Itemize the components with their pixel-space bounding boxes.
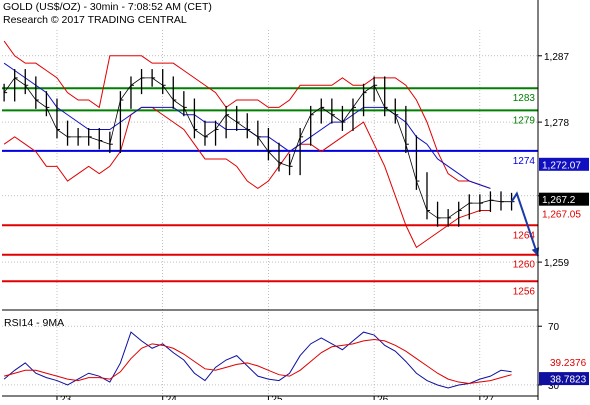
value-badge [538,206,590,221]
level-label: 1256 [513,286,536,297]
value-badge-label: 1,267.05 [542,209,581,220]
x-tick-label: 26 [377,394,389,400]
rsi-title: RSI14 - 9MA [4,317,64,329]
y-tick-label: 1,278 [544,118,569,129]
x-tick-label: 27 [483,394,495,400]
level-label: 1264 [513,230,536,241]
rsi-value-badge-label: 39.2376 [550,358,587,369]
x-tick-label: 25 [271,394,283,400]
rsi-y-tick-label: 70 [548,322,560,333]
value-badge-label: 1,272.07 [542,160,581,171]
level-label: 1283 [513,93,536,104]
chart-title: GOLD (US$/OZ) - 30min - 7:08:52 AM (CET) [3,1,212,13]
price-line [3,77,512,219]
bollinger-lower-line [3,106,491,249]
y-tick-label: 1,287 [544,52,569,63]
level-label: 1279 [513,115,536,126]
x-tick-label: 24 [166,394,178,400]
projection-arrow-line [510,191,539,257]
value-badge-label: 1,267.2 [542,195,576,206]
x-tick-label: 23 [60,394,72,400]
value-badge [539,157,589,171]
rsi-value-badge-label: 38.7823 [550,375,587,386]
rsi-value-badge [539,372,589,386]
rsi-ma-line [3,338,512,385]
value-badge [539,192,589,206]
rsi-value-badge [539,355,589,369]
level-label: 1274 [513,156,536,167]
chart-subtitle: Research © 2017 TRADING CENTRAL [3,14,187,26]
y-tick-label: 1,259 [544,258,569,269]
rsi-y-tick-label: 30 [548,381,560,392]
level-label: 1260 [513,260,536,271]
projection-arrow-head [531,247,540,257]
rsi-line [3,331,512,389]
bollinger-upper-line [3,40,491,189]
